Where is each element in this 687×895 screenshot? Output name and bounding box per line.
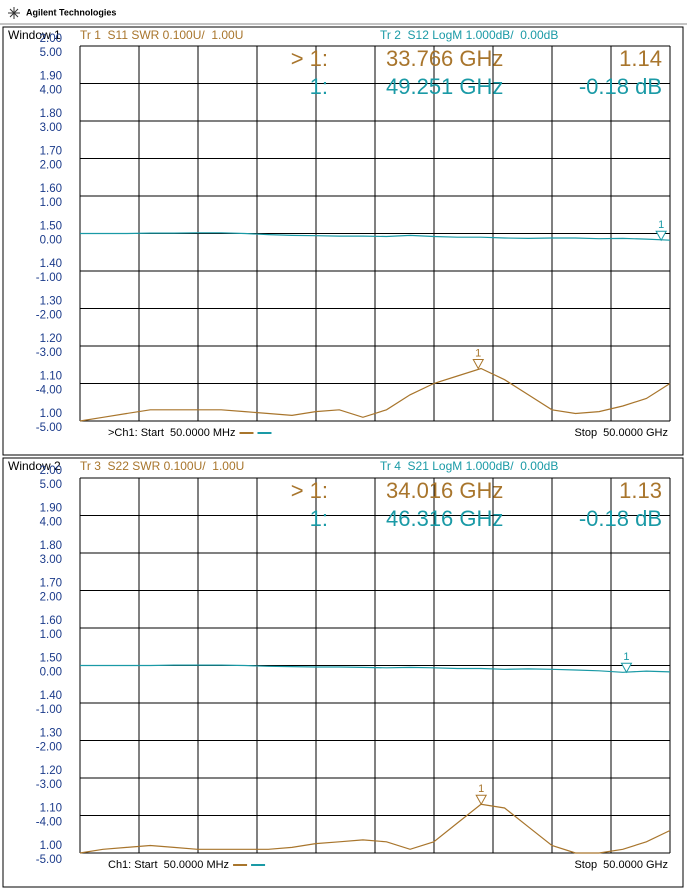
y2-tick-label: -3.00 [36,779,62,791]
trace-header: Tr 1 S11 SWR 0.100U/ 1.00U [80,28,243,42]
window-frame [2,457,684,888]
marker-tag: 1 [658,219,664,231]
y2-tick-label: -3.00 [36,347,62,359]
trace-header: Tr 3 S22 SWR 0.100U/ 1.00U [80,459,244,473]
y-tick-label: 1.10 [40,803,62,815]
y2-tick-label: 1.00 [40,629,62,641]
y-tick-label: 1.80 [40,540,62,552]
marker-frequency: 46.316 GHz [386,506,503,531]
trace-header: Tr 2 S12 LogM 1.000dB/ 0.00dB [380,28,558,42]
y2-tick-label: 5.00 [40,479,62,491]
window-title: Window 2 [8,459,61,473]
y2-tick-label: -1.00 [36,272,62,284]
y2-tick-label: -5.00 [36,422,62,434]
y-tick-label: 1.20 [40,333,62,345]
marker-readout-label: 1: [310,506,328,531]
y-tick-label: 1.70 [40,146,62,158]
y-tick-label: 1.30 [40,728,62,740]
marker-triangle [475,794,488,806]
y-tick-label: 1.40 [40,258,62,270]
marker-readout-label: 1: [310,74,328,99]
y-tick-label: 1.60 [40,615,62,627]
y-tick-label: 1.80 [40,108,62,120]
stop-label: Stop 50.0000 GHz [574,859,668,871]
y2-tick-label: -2.00 [36,310,62,322]
trace-header: Tr 4 S21 LogM 1.000dB/ 0.00dB [380,459,558,473]
y-tick-label: 1.30 [40,296,62,308]
marker-tag: 1 [478,783,484,795]
marker-triangle [472,359,485,370]
marker-value: 1.14 [619,46,662,71]
logo [8,7,20,19]
marker-tag: 1 [623,651,629,663]
y-tick-label: 1.00 [40,408,62,420]
y2-tick-label: 4.00 [40,517,62,529]
y-tick-label: 1.00 [40,840,62,852]
y-tick-label: 1.50 [40,221,62,233]
y-tick-label: 2.00 [40,465,62,477]
y2-tick-label: -5.00 [36,854,62,866]
marker-readout-label: > 1: [291,46,328,71]
trace [79,803,671,854]
y-tick-label: 1.40 [40,690,62,702]
y2-tick-label: 5.00 [40,47,62,59]
y-tick-label: 1.90 [40,503,62,515]
marker-value: -0.18 dB [579,74,662,99]
y-tick-label: 1.60 [40,183,62,195]
marker-tag: 1 [475,347,481,359]
y2-tick-label: 2.00 [40,592,62,604]
y2-tick-label: 3.00 [40,122,62,134]
y2-tick-label: 2.00 [40,160,62,172]
y-tick-label: 1.10 [40,371,62,383]
marker-value: -0.18 dB [579,506,662,531]
marker-frequency: 34.016 GHz [386,478,503,503]
y-tick-label: 1.90 [40,71,62,83]
trace [80,664,671,673]
marker-readout-label: > 1: [291,478,328,503]
marker-frequency: 33.766 GHz [386,46,503,71]
brand: Agilent Technologies [26,7,116,17]
y2-tick-label: 3.00 [40,554,62,566]
y-tick-label: 1.20 [40,765,62,777]
trace [80,232,671,241]
y2-tick-label: 0.00 [40,235,62,247]
y-tick-label: 1.50 [40,653,62,665]
y-tick-label: 2.00 [40,33,62,45]
window-title: Window 1 [8,28,61,42]
y2-tick-label: -4.00 [36,385,62,397]
y2-tick-label: 0.00 [40,667,62,679]
y2-tick-label: 4.00 [40,85,62,97]
y-tick-label: 1.70 [40,578,62,590]
start-label: Ch1: Start 50.0000 MHz [108,859,229,871]
marker-triangle [655,230,668,242]
stop-label: Stop 50.0000 GHz [574,427,668,439]
marker-value: 1.13 [619,478,662,503]
window-frame [2,26,684,456]
start-label: >Ch1: Start 50.0000 MHz [108,427,235,439]
y2-tick-label: -2.00 [36,742,62,754]
marker-triangle [620,662,633,674]
trace [79,367,671,422]
y2-tick-label: -4.00 [36,817,62,829]
y2-tick-label: -1.00 [36,704,62,716]
y2-tick-label: 1.00 [40,197,62,209]
marker-frequency: 49.251 GHz [386,74,503,99]
